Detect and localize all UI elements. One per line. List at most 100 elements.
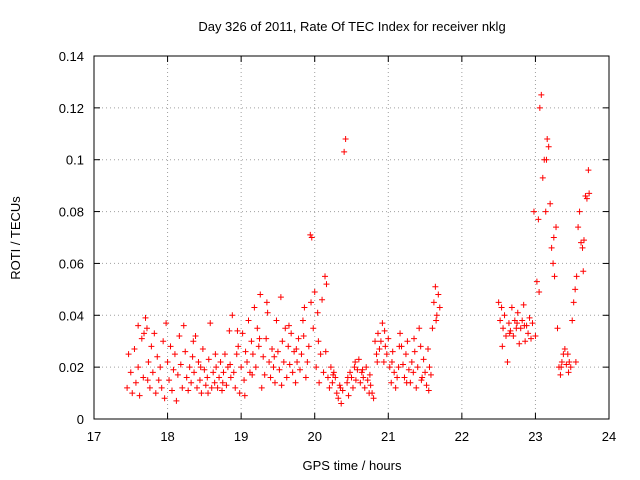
data-point — [342, 135, 349, 142]
data-point — [352, 377, 359, 384]
data-point — [249, 351, 256, 358]
data-point — [125, 351, 132, 358]
data-point — [314, 309, 321, 316]
data-point — [336, 382, 343, 389]
data-point — [288, 330, 295, 337]
data-point — [149, 369, 156, 376]
data-point — [145, 358, 152, 365]
data-point — [202, 382, 209, 389]
data-point — [148, 343, 155, 350]
data-point — [525, 330, 532, 337]
data-point — [372, 338, 379, 345]
data-point — [576, 208, 583, 215]
data-point — [536, 104, 543, 111]
data-point — [392, 384, 399, 391]
data-point — [341, 148, 348, 155]
data-point — [234, 327, 241, 334]
data-point — [411, 348, 418, 355]
data-point — [308, 234, 315, 241]
data-point — [248, 338, 255, 345]
data-point — [359, 366, 366, 373]
data-point — [160, 338, 167, 345]
data-point — [211, 379, 218, 386]
data-point — [327, 364, 334, 371]
data-point — [400, 361, 406, 368]
data-point — [374, 358, 381, 365]
data-point — [404, 338, 411, 345]
data-point — [533, 278, 540, 285]
data-point — [520, 301, 527, 308]
data-point — [433, 312, 440, 319]
data-point — [352, 358, 359, 365]
data-point — [229, 312, 236, 319]
data-point — [316, 379, 323, 386]
data-point — [180, 322, 187, 329]
data-point — [251, 304, 258, 311]
data-point — [573, 273, 580, 280]
data-point — [164, 358, 171, 365]
data-point — [266, 358, 273, 365]
data-point — [361, 384, 368, 391]
y-tick-label: 0.14 — [59, 49, 84, 64]
data-point — [326, 384, 333, 391]
data-point — [401, 374, 408, 381]
data-point — [355, 356, 362, 363]
data-point — [349, 384, 356, 391]
data-point — [572, 286, 579, 293]
data-point — [320, 369, 327, 376]
x-tick-label: 17 — [87, 429, 101, 444]
data-point — [141, 330, 148, 337]
data-point — [367, 382, 374, 389]
data-points — [124, 91, 593, 407]
data-point — [566, 358, 573, 365]
y-tick-label: 0.1 — [66, 153, 84, 168]
data-point — [131, 345, 138, 352]
data-point — [308, 299, 315, 306]
data-point — [280, 358, 287, 365]
data-point — [425, 387, 432, 394]
data-point — [538, 91, 545, 98]
data-point — [500, 325, 507, 332]
data-point — [267, 374, 274, 381]
data-point — [497, 317, 504, 324]
data-point — [532, 333, 539, 340]
data-point — [386, 364, 393, 371]
data-point — [578, 239, 585, 246]
data-point — [397, 330, 404, 337]
data-point — [274, 348, 281, 355]
y-tick-label: 0.02 — [59, 360, 84, 375]
data-point — [157, 364, 164, 371]
data-point — [408, 358, 415, 365]
data-point — [551, 273, 558, 280]
data-point — [285, 343, 292, 350]
data-point — [529, 320, 536, 327]
data-point — [219, 379, 226, 386]
data-point — [146, 384, 153, 391]
data-point — [413, 384, 420, 391]
data-point — [557, 371, 564, 378]
data-point — [142, 314, 149, 321]
data-point — [217, 358, 224, 365]
data-point — [499, 343, 506, 350]
data-point — [302, 374, 309, 381]
data-point — [567, 364, 574, 371]
data-point — [205, 356, 212, 363]
data-point — [205, 390, 212, 397]
data-point — [550, 234, 557, 241]
data-point — [195, 358, 202, 365]
data-point — [572, 358, 579, 365]
data-point — [289, 369, 296, 376]
data-point — [427, 371, 434, 378]
data-point — [430, 299, 437, 306]
data-point — [503, 333, 509, 340]
data-point — [526, 314, 533, 321]
x-tick-label: 20 — [307, 429, 321, 444]
data-point — [548, 244, 555, 251]
data-point — [585, 167, 592, 174]
data-point — [564, 351, 571, 358]
data-point — [344, 374, 351, 381]
data-point — [227, 361, 234, 368]
data-point — [135, 364, 142, 371]
data-point — [136, 392, 143, 399]
data-point — [405, 366, 412, 373]
